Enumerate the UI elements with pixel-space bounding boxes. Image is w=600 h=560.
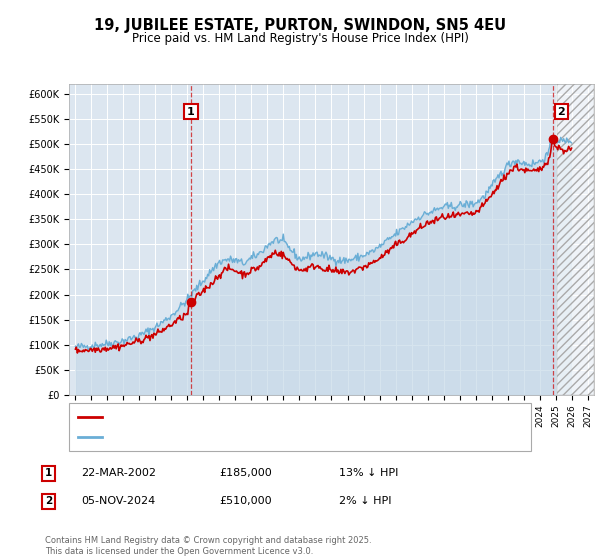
Text: 22-MAR-2002: 22-MAR-2002 <box>81 468 156 478</box>
Text: 1: 1 <box>187 106 195 116</box>
Text: 2% ↓ HPI: 2% ↓ HPI <box>339 496 391 506</box>
Text: 19, JUBILEE ESTATE, PURTON, SWINDON, SN5 4EU: 19, JUBILEE ESTATE, PURTON, SWINDON, SN5… <box>94 18 506 33</box>
Text: HPI: Average price, detached house, Wiltshire: HPI: Average price, detached house, Wilt… <box>108 432 336 442</box>
Text: 1: 1 <box>45 468 52 478</box>
Text: 13% ↓ HPI: 13% ↓ HPI <box>339 468 398 478</box>
Text: 2: 2 <box>557 106 565 116</box>
Text: 05-NOV-2024: 05-NOV-2024 <box>81 496 155 506</box>
Text: £510,000: £510,000 <box>219 496 272 506</box>
Text: Price paid vs. HM Land Registry's House Price Index (HPI): Price paid vs. HM Land Registry's House … <box>131 32 469 45</box>
Text: Contains HM Land Registry data © Crown copyright and database right 2025.
This d: Contains HM Land Registry data © Crown c… <box>45 536 371 556</box>
Text: 19, JUBILEE ESTATE, PURTON, SWINDON, SN5 4EU (detached house): 19, JUBILEE ESTATE, PURTON, SWINDON, SN5… <box>108 412 448 422</box>
Text: £185,000: £185,000 <box>219 468 272 478</box>
Text: 2: 2 <box>45 496 52 506</box>
